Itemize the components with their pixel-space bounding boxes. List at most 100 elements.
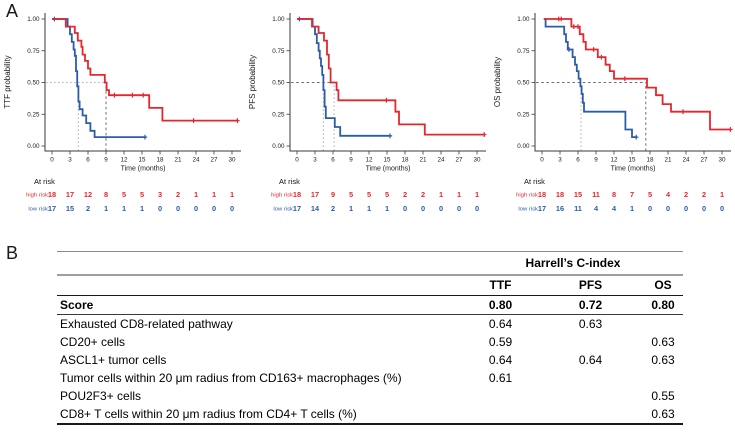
at-risk-value-low: 1 [630,204,634,213]
axes [44,13,241,152]
at-risk-value-high: 3 [158,190,162,199]
at-risk-value-high: 2 [403,190,407,199]
y-tick-label: 0.00 [272,143,285,150]
at-risk-value-low: 1 [104,204,108,213]
censor-mark [622,76,627,82]
value-os: 0.63 [643,405,683,425]
row-label: Tumor cells within 20 μm radius from CD1… [60,371,402,385]
censor-mark [575,24,581,30]
x-tick-label: 12 [120,157,128,164]
at-risk-value-low: 0 [666,204,670,213]
x-tick-label: 30 [228,157,236,164]
row-label: Exhausted CD8-related pathway [60,317,233,331]
value-os: 0.63 [651,335,675,349]
y-axis-title: OS probability [493,57,502,107]
at-risk-value-low: 17 [538,204,546,213]
x-tick-label: 6 [576,157,580,164]
at-risk-value-low: 0 [457,204,461,213]
value-pfs [538,405,643,425]
at-risk-value-high: 1 [439,190,443,199]
at-risk-value-high: 5 [648,190,652,199]
value-ttf: 0.64 [488,353,513,367]
x-tick-label: 21 [419,157,427,164]
table-row: CD8+ T cells within 20 μm radius from CD… [57,405,683,425]
y-tick-label: 0.75 [517,48,530,55]
x-tick-label: 15 [628,157,636,164]
y-axis-title: PFS probability [248,55,257,109]
x-tick-label: 30 [473,157,481,164]
x-axis-title: Time (months) [366,166,411,173]
value-os: 0.63 [651,353,675,367]
value-pfs [538,369,643,387]
pfs-km-chart: 1.00 0.75 0.50 0.25 0.00 0 3 6 9 12 15 18 21 24 27 30 Ti… [245,0,490,222]
at-risk-value-low: 0 [230,204,234,213]
x-tick-label: 3 [558,157,562,164]
panel-a-label: A [6,1,19,21]
y-tick-label: 0.50 [27,80,40,87]
at-risk-value-high: 5 [367,190,371,199]
x-tick-label: 27 [210,157,218,164]
y-tick-label: 1.00 [517,16,530,23]
at-risk-value-high: 5 [385,190,389,199]
value-pfs [538,333,643,351]
at-risk-value-low: 0 [702,204,706,213]
high-risk-row-label: high risk [516,193,538,199]
censor-mark [235,118,240,123]
table-row: POU2F3+ cells 0.55 [57,387,683,405]
x-tick-label: 0 [50,157,54,164]
at-risk-value-low: 0 [648,204,652,213]
at-risk-value-high: 11 [592,190,600,199]
x-tick-label: 21 [664,157,672,164]
value-pfs: 0.64 [578,353,603,367]
km-curve-high-risk [52,18,238,122]
table-corner-cell [57,251,463,276]
x-tick-label: 24 [437,157,445,164]
x-tick-label: 27 [700,157,708,164]
x-tick-label: 6 [331,157,335,164]
censor-mark [728,127,733,132]
censor-mark [482,132,487,137]
at-risk-value-high: 15 [574,190,582,199]
x-tick-label: 30 [718,157,726,164]
censor-mark [634,134,639,140]
at-risk-value-high: 4 [666,190,671,199]
at-risk-value-high: 5 [140,190,144,199]
row-label: CD20+ cells [60,335,126,349]
y-tick-label: 1.00 [27,16,40,23]
x-axis-title: Time (months) [611,166,656,173]
cindex-title-row: Harrell’s C-index [57,251,683,276]
at-risk-value-low: 2 [86,204,90,213]
at-risk-value-high: 8 [612,190,616,199]
at-risk-title: At risk [279,177,300,186]
axes [534,13,731,152]
ttf-km-chart: 1.00 0.75 0.50 0.25 0.00 0 3 6 9 12 15 18 21 24 27 30 Ti… [0,0,245,222]
at-risk-value-low: 0 [158,204,162,213]
censor-mark [566,47,572,52]
at-risk-value-low: 0 [403,204,407,213]
x-tick-label: 12 [610,157,618,164]
at-risk-value-high: 2 [421,190,425,199]
at-risk-title: At risk [34,177,55,186]
at-risk-value-low: 0 [212,204,216,213]
censor-mark [680,109,686,115]
at-risk-value-low: 1 [385,204,389,213]
at-risk-value-low: 0 [194,204,198,213]
row-label: CD8+ T cells within 20 μm radius from CD… [57,405,463,425]
y-axis-title: TTF probability [3,55,12,108]
high-risk-row-label: high risk [271,193,293,199]
x-tick-label: 0 [295,157,299,164]
at-risk-value-low: 14 [311,204,320,213]
x-tick-label: 9 [594,157,598,164]
col-header-ttf: TTF [463,275,538,296]
value-os: 0.55 [651,389,675,403]
low-risk-row-label: low risk [273,207,293,213]
x-tick-label: 24 [192,157,200,164]
y-tick-label: 0.00 [27,143,40,150]
at-risk-value-low: 2 [331,204,335,213]
table-row: Tumor cells within 20 μm radius from CD1… [57,369,683,387]
table-corner-cell-2 [57,275,463,296]
x-tick-label: 9 [104,157,108,164]
at-risk-value-low: 0 [475,204,479,213]
at-risk-value-high: 18 [556,190,564,199]
